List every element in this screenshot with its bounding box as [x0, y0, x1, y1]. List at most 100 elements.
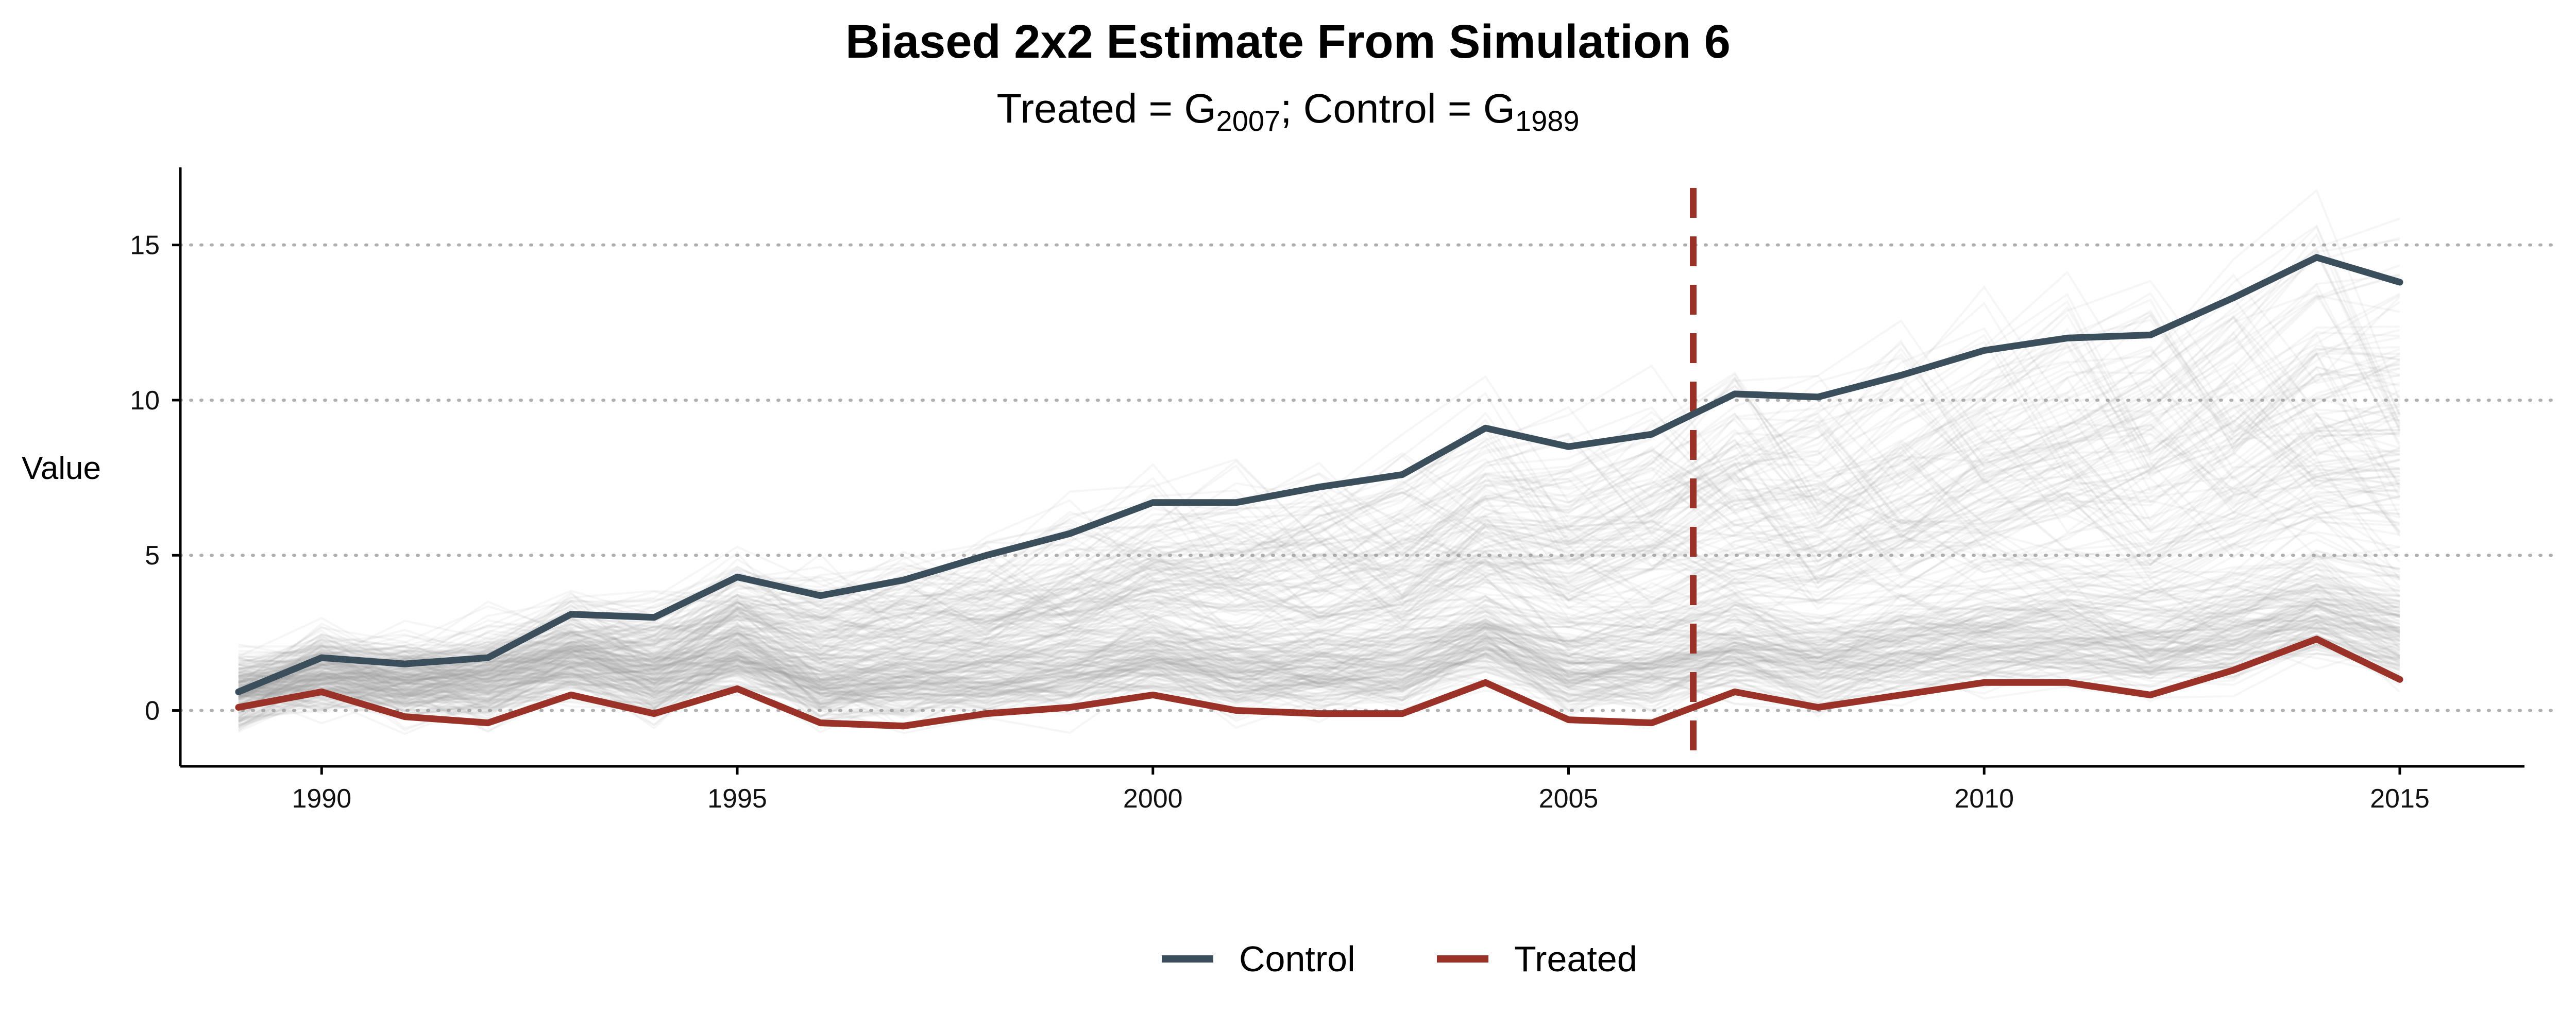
- background-line: [238, 294, 2401, 678]
- chart-subtitle: Treated = G2007; Control = G1989: [996, 85, 1579, 137]
- background-line: [238, 397, 2400, 714]
- point-control-2010: [1984, 350, 1985, 351]
- background-line: [238, 461, 2400, 683]
- background-line: [238, 562, 2400, 690]
- point-control-2009: [1901, 375, 1902, 376]
- background-line: [238, 647, 2400, 713]
- background-line: [238, 617, 2400, 691]
- axes: [179, 167, 2524, 768]
- background-line: [238, 595, 2400, 694]
- point-control-1994: [654, 617, 655, 618]
- background-line: [238, 472, 2400, 686]
- background-line: [238, 600, 2400, 699]
- point-treated-2015: [2399, 679, 2400, 680]
- background-line: [238, 627, 2400, 711]
- background-line: [238, 309, 2400, 708]
- background-line: [238, 328, 2400, 697]
- background-line: [238, 618, 2400, 717]
- background-line: [238, 516, 2401, 712]
- background-line: [238, 645, 2400, 707]
- background-line: [238, 425, 2401, 696]
- background-line: [238, 614, 2400, 733]
- background-line: [238, 643, 2400, 732]
- background-line: [238, 583, 2400, 706]
- legend: Control Treated: [1162, 939, 1637, 979]
- background-line: [238, 594, 2400, 708]
- background-line: [238, 298, 2400, 693]
- background-line: [238, 613, 2401, 731]
- background-line: [238, 589, 2400, 695]
- background-line: [238, 479, 2400, 695]
- background-line: [238, 365, 2400, 672]
- point-control-2013: [2233, 297, 2234, 298]
- background-line: [238, 635, 2400, 720]
- point-treated-1995: [737, 688, 738, 689]
- background-line: [238, 423, 2400, 728]
- point-control-1997: [903, 579, 904, 580]
- background-line: [238, 451, 2400, 695]
- background-line: [238, 579, 2400, 699]
- background-line: [238, 368, 2400, 678]
- x-tick-label-2015: 2015: [2370, 784, 2430, 814]
- legend-label-control: Control: [1239, 939, 1355, 979]
- background-line: [238, 468, 2400, 707]
- series-line-control: [235, 254, 2403, 695]
- background-line: [238, 452, 2400, 703]
- background-line: [238, 331, 2400, 706]
- background-line: [238, 553, 2401, 699]
- background-line: [238, 502, 2401, 669]
- subtitle-treated-prefix: Treated = G: [996, 85, 1216, 131]
- point-control-2014: [2316, 257, 2317, 258]
- background-line: [238, 626, 2400, 703]
- background-line: [238, 538, 2400, 694]
- background-line: [238, 459, 2400, 675]
- background-line: [238, 495, 2400, 696]
- background-line: [238, 283, 2401, 709]
- background-line: [238, 578, 2400, 729]
- background-line: [238, 237, 2400, 663]
- background-line: [238, 399, 2400, 697]
- background-line: [238, 631, 2400, 733]
- background-line: [238, 622, 2400, 727]
- background-line: [238, 569, 2400, 684]
- point-treated-2001: [1235, 710, 1236, 711]
- background-line: [238, 583, 2401, 708]
- point-treated-1994: [654, 713, 655, 714]
- background-line: [238, 608, 2400, 704]
- background-line: [238, 431, 2400, 689]
- background-line: [238, 488, 2400, 701]
- background-line: [238, 554, 2400, 717]
- background-line: [238, 566, 2401, 694]
- background-line: [238, 622, 2400, 731]
- background-line: [238, 301, 2401, 686]
- background-line: [238, 627, 2400, 722]
- background-line: [238, 636, 2400, 714]
- background-line: [238, 629, 2400, 698]
- background-line: [238, 615, 2400, 730]
- point-treated-1999: [1069, 707, 1070, 708]
- background-line: [238, 594, 2400, 697]
- point-treated-2002: [1318, 713, 1319, 714]
- background-line: [238, 553, 2401, 700]
- subtitle-treated-sub: 2007: [1216, 105, 1281, 137]
- background-line: [238, 588, 2400, 694]
- background-line: [238, 601, 2400, 711]
- legend-label-treated: Treated: [1514, 939, 1637, 979]
- y-tick-label-15: 15: [130, 231, 160, 261]
- background-line: [238, 422, 2400, 698]
- point-treated-1993: [570, 694, 571, 695]
- background-line: [238, 549, 2400, 726]
- background-line: [238, 275, 2400, 670]
- point-treated-2013: [2233, 670, 2234, 671]
- background-line: [238, 621, 2400, 721]
- background-line: [238, 290, 2401, 706]
- background-line: [238, 577, 2400, 698]
- point-treated-2011: [2067, 682, 2068, 683]
- background-line: [238, 577, 2400, 718]
- point-control-1989: [238, 691, 239, 692]
- background-line: [238, 604, 2400, 710]
- background-line: [238, 619, 2400, 727]
- background-line: [238, 508, 2400, 708]
- point-treated-2004: [1485, 682, 1486, 683]
- background-line: [238, 353, 2401, 719]
